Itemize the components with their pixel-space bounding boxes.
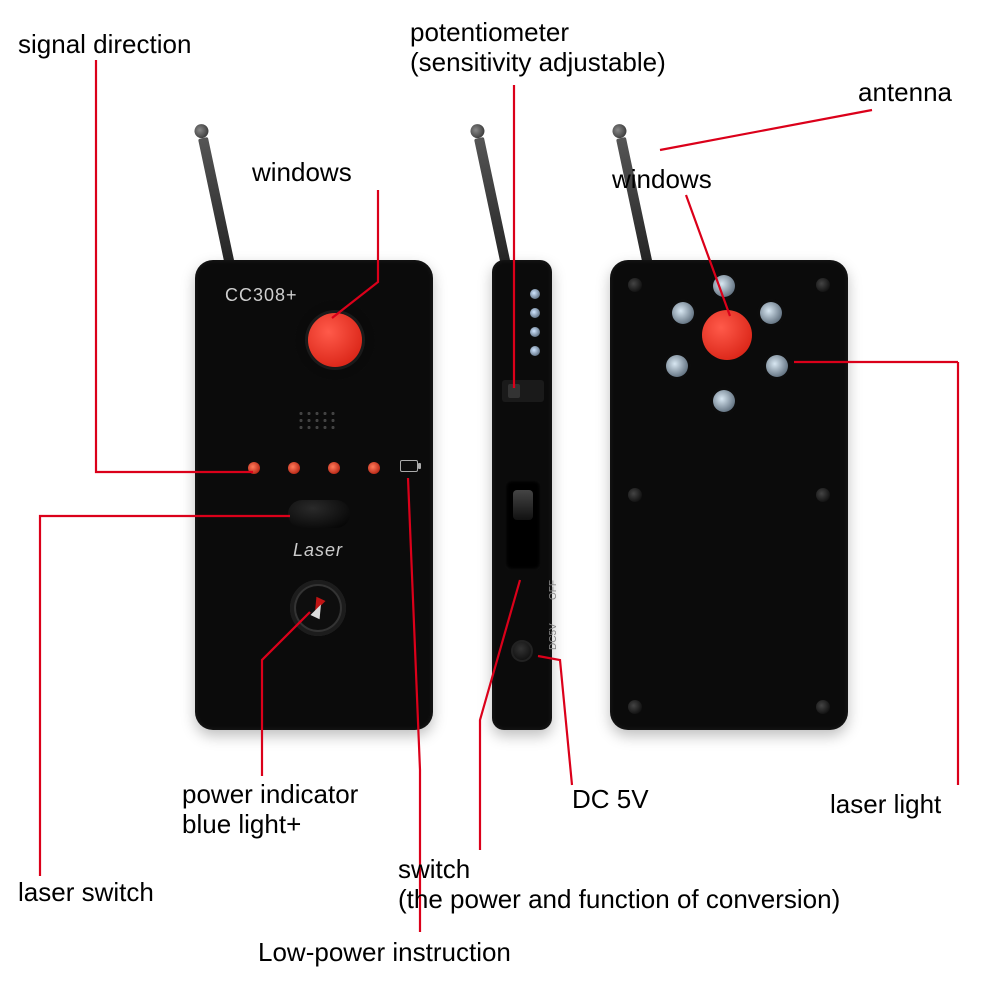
back-laser-led — [672, 302, 694, 324]
dc-jack — [511, 640, 533, 662]
battery-icon — [400, 460, 418, 472]
diagram-canvas: CC308+ Laser OFF DC5V signal direction w… — [0, 0, 1000, 1000]
screw — [816, 700, 830, 714]
antenna-side — [474, 137, 512, 271]
laser-switch-button — [288, 500, 350, 528]
power-switch — [505, 480, 541, 570]
label-switch: switch (the power and function of conver… — [398, 855, 840, 915]
back-laser-led — [713, 275, 735, 297]
compass-dial — [290, 580, 346, 636]
back-laser-led — [666, 355, 688, 377]
screw — [816, 488, 830, 502]
label-power-indicator: power indicator blue light+ — [182, 780, 358, 840]
screw — [628, 700, 642, 714]
back-laser-led — [766, 355, 788, 377]
label-laser-light: laser light — [830, 790, 941, 820]
model-label: CC308+ — [225, 285, 298, 306]
label-low-power: Low-power instruction — [258, 938, 511, 968]
label-antenna: antenna — [858, 78, 952, 108]
back-red-window — [702, 310, 752, 360]
back-laser-led — [760, 302, 782, 324]
screw — [628, 278, 642, 292]
label-potentiometer: potentiometer (sensitivity adjustable) — [410, 18, 666, 78]
laser-label: Laser — [293, 540, 343, 561]
side-dc-label: DC5V — [548, 623, 559, 650]
speaker-grille — [297, 410, 337, 430]
antenna-front — [198, 137, 236, 271]
side-led-column — [530, 280, 548, 365]
label-windows-back: windows — [612, 165, 712, 195]
back-laser-led — [713, 390, 735, 412]
label-laser-switch: laser switch — [18, 878, 154, 908]
screw — [816, 278, 830, 292]
potentiometer-slider — [502, 380, 544, 402]
callout-antenna — [660, 110, 872, 150]
signal-leds — [248, 462, 380, 474]
screw — [628, 488, 642, 502]
antenna-back — [616, 137, 654, 271]
label-windows-front: windows — [252, 158, 352, 188]
side-off-label: OFF — [548, 580, 559, 600]
label-signal-direction: signal direction — [18, 30, 191, 60]
label-dc5v: DC 5V — [572, 785, 649, 815]
front-red-window — [295, 300, 375, 380]
